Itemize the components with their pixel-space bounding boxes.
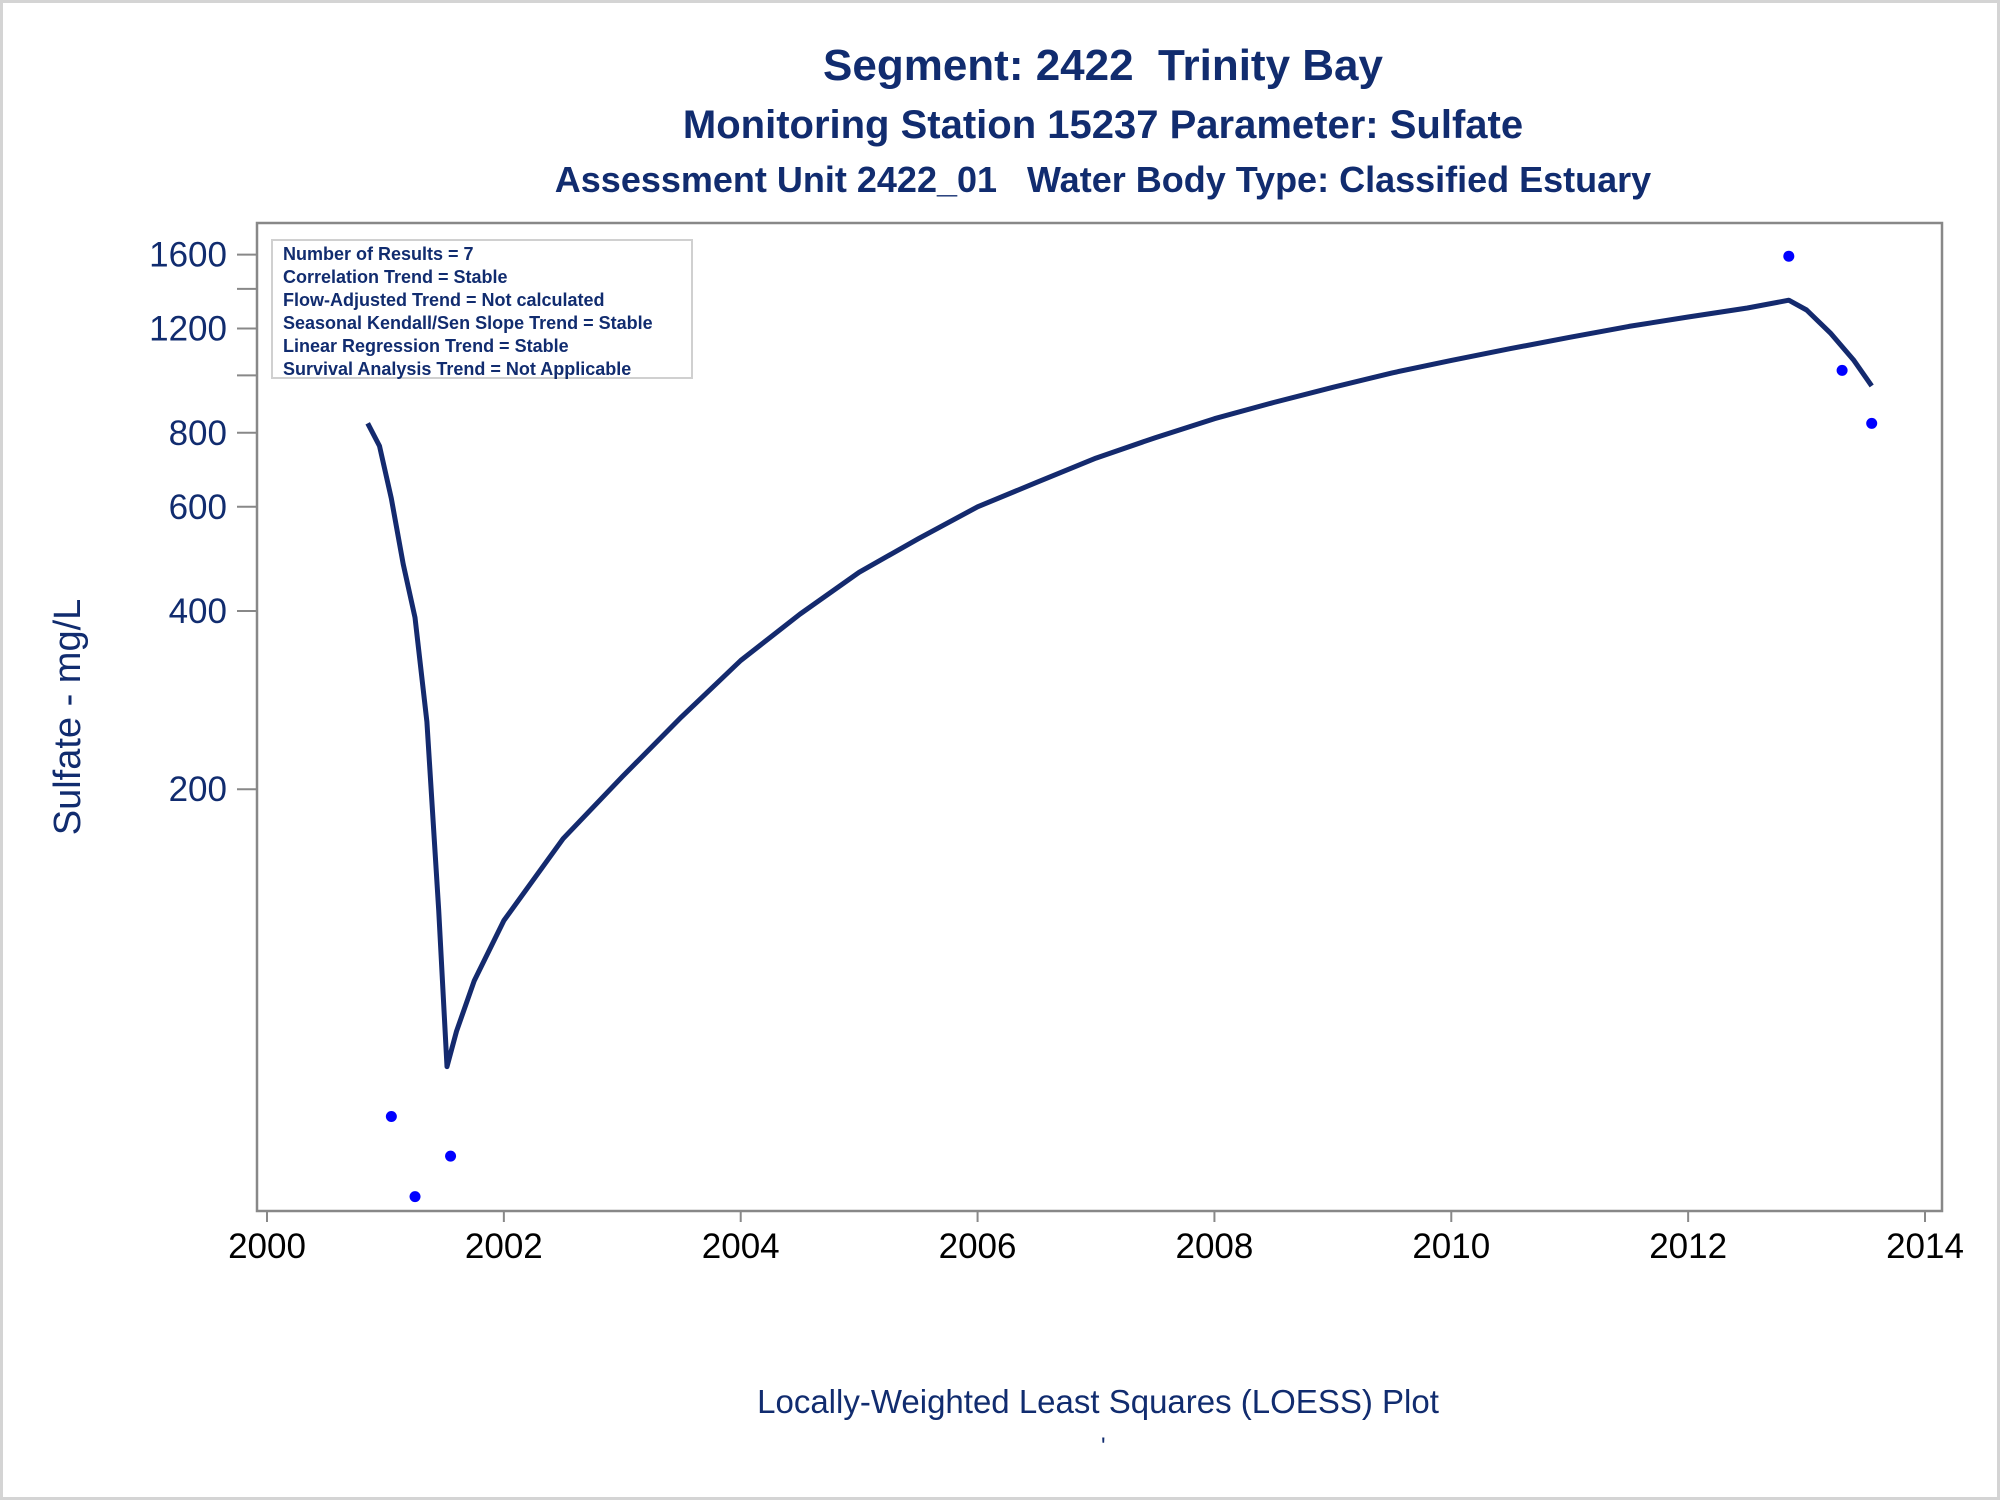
stats-line-results: Number of Results = 7 bbox=[283, 244, 474, 264]
x-tick-label: 2002 bbox=[465, 1227, 543, 1266]
chart-title: Segment: 2422 Trinity Bay bbox=[823, 41, 1383, 90]
footnote-mark: ' bbox=[1101, 1433, 1106, 1460]
stats-line-correlation: Correlation Trend = Stable bbox=[283, 267, 508, 287]
x-tick-label: 2008 bbox=[1175, 1227, 1253, 1266]
stats-line-seasonal-kendall: Seasonal Kendall/Sen Slope Trend = Stabl… bbox=[283, 313, 653, 333]
stats-line-survival: Survival Analysis Trend = Not Applicable bbox=[283, 359, 632, 379]
x-tick-label: 2004 bbox=[702, 1227, 780, 1266]
y-tick-label: 1600 bbox=[149, 236, 227, 275]
data-point bbox=[1866, 417, 1878, 429]
x-tick-label: 2000 bbox=[228, 1227, 306, 1266]
data-point bbox=[385, 1110, 397, 1122]
plot-svg: 2000 2002 2004 2006 2008 2010 2012 2014 200 400 60… bbox=[47, 221, 1964, 1266]
x-tick-label: 2012 bbox=[1649, 1227, 1727, 1266]
chart-subtitle-assessment: Assessment Unit 2422_01 Water Body Type:… bbox=[554, 159, 1652, 200]
plot-frame bbox=[255, 221, 1944, 1213]
chart-subtitle-station: Monitoring Station 15237 Parameter: Sulf… bbox=[682, 103, 1524, 147]
x-tick-label: 2010 bbox=[1412, 1227, 1490, 1266]
stats-line-linear-regression: Linear Regression Trend = Stable bbox=[283, 336, 569, 356]
data-point bbox=[1836, 364, 1848, 376]
stats-line-flow-adjusted: Flow-Adjusted Trend = Not calculated bbox=[283, 290, 605, 310]
loess-line bbox=[365, 297, 1874, 1070]
chart-footnote: Locally-Weighted Least Squares (LOESS) P… bbox=[757, 1383, 1439, 1420]
trend-stats-box: Number of Results = 7 Correlation Trend … bbox=[271, 239, 693, 379]
data-point bbox=[1783, 250, 1795, 262]
y-axis-label: Sulfate - mg/L bbox=[47, 599, 89, 836]
x-tick-label: 2014 bbox=[1886, 1227, 1964, 1266]
data-point bbox=[445, 1150, 457, 1162]
data-point bbox=[409, 1191, 421, 1203]
y-tick-label: 200 bbox=[169, 770, 227, 809]
x-tick-label: 2006 bbox=[939, 1227, 1017, 1266]
y-tick-label: 400 bbox=[169, 592, 227, 631]
y-tick-label: 600 bbox=[169, 488, 227, 527]
y-tick-label: 1200 bbox=[149, 310, 227, 349]
y-tick-label: 800 bbox=[169, 414, 227, 453]
